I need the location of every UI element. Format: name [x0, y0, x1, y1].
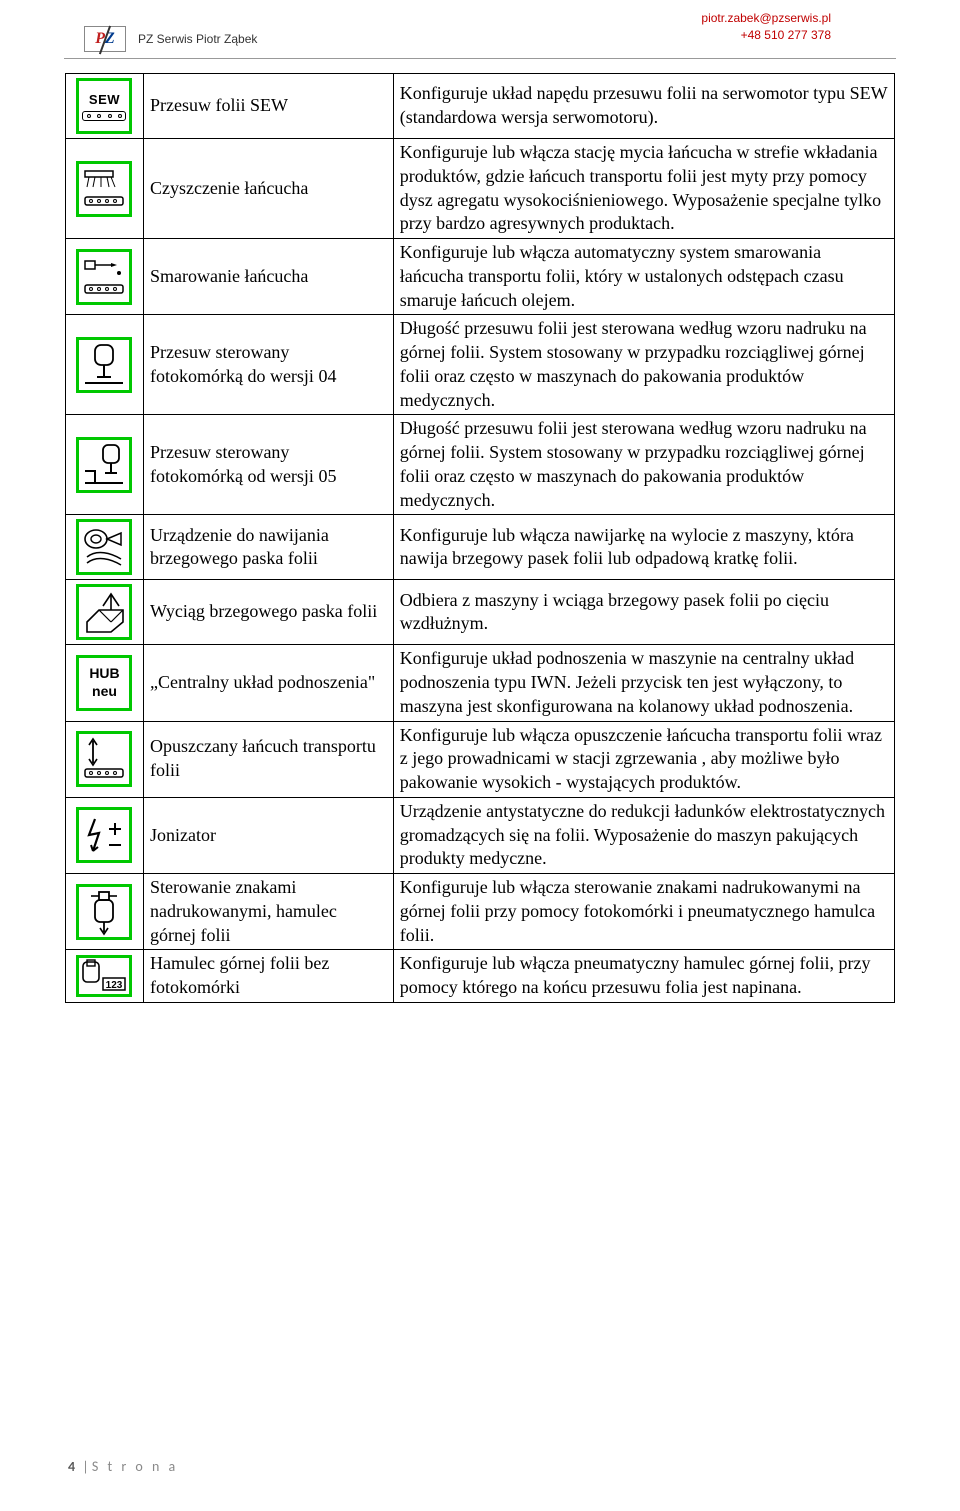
desc-cell: Odbiera z maszyny i wciąga brzegowy pase…	[393, 580, 894, 645]
header-left: P Z PZ Serwis Piotr Ząbek	[84, 10, 257, 52]
desc-cell: Długość przesuwu folii jest sterowana we…	[393, 315, 894, 415]
icon-cell: HUB neu	[66, 645, 144, 721]
brake-no-photocell-icon: 123	[76, 955, 132, 997]
name-cell: Opuszczany łańcuch transportu folii	[143, 721, 393, 797]
logo: P Z	[84, 26, 126, 52]
table-row: Opuszczany łańcuch transportu folii Konf…	[66, 721, 895, 797]
desc-cell: Konfiguruje lub włącza pneumatyczny hamu…	[393, 950, 894, 1003]
table-row: Sterowanie znakami nadrukowanymi, hamule…	[66, 874, 895, 950]
desc-cell: Konfiguruje lub włącza opuszczenie łańcu…	[393, 721, 894, 797]
icon-cell	[66, 139, 144, 239]
icon-cell	[66, 239, 144, 315]
table-row: Jonizator Urządzenie antystatyczne do re…	[66, 797, 895, 873]
name-cell: Smarowanie łańcucha	[143, 239, 393, 315]
icon-cell	[66, 315, 144, 415]
desc-cell: Urządzenie antystatyczne do redukcji ład…	[393, 797, 894, 873]
page-header: P Z PZ Serwis Piotr Ząbek piotr.zabek@pz…	[64, 0, 896, 59]
printmark-brake-icon	[76, 884, 132, 940]
edge-winder-icon	[76, 519, 132, 575]
central-lift-icon: HUB neu	[76, 655, 132, 711]
footer-label: S t r o n a	[92, 1458, 178, 1475]
desc-cell: Konfiguruje lub włącza automatyczny syst…	[393, 239, 894, 315]
name-cell: Przesuw sterowany fotokomórką od wersji …	[143, 415, 393, 515]
icon-cell: SEW	[66, 74, 144, 139]
table-row: SEW Przesuw folii SEW Konfiguruje układ …	[66, 74, 895, 139]
sew-drive-icon: SEW	[76, 78, 132, 134]
ionizer-icon	[76, 807, 132, 863]
footer-sep: |	[82, 1458, 88, 1475]
table-row: Smarowanie łańcucha Konfiguruje lub włąc…	[66, 239, 895, 315]
name-cell: Jonizator	[143, 797, 393, 873]
name-cell: „Centralny układ podnoszenia"	[143, 645, 393, 721]
table-row: HUB neu „Centralny układ podnoszenia" Ko…	[66, 645, 895, 721]
icon-cell	[66, 515, 144, 580]
company-name: PZ Serwis Piotr Ząbek	[138, 32, 257, 46]
desc-cell: Konfiguruje lub włącza nawijarkę na wylo…	[393, 515, 894, 580]
icon-cell	[66, 874, 144, 950]
table-row: Wyciąg brzegowego paska folii Odbiera z …	[66, 580, 895, 645]
table-row: Przesuw sterowany fotokomórką od wersji …	[66, 415, 895, 515]
name-cell: Hamulec górnej folii bez fotokomórki	[143, 950, 393, 1003]
table-row: Przesuw sterowany fotokomórką do wersji …	[66, 315, 895, 415]
photocell-v05-icon	[76, 437, 132, 493]
lower-chain-icon	[76, 731, 132, 787]
table-row: Urządzenie do nawijania brzegowego paska…	[66, 515, 895, 580]
contact-email: piotr.zabek@pzserwis.pl	[701, 10, 831, 27]
svg-text:123: 123	[106, 980, 123, 991]
desc-cell: Konfiguruje układ napędu przesuwu folii …	[393, 74, 894, 139]
desc-cell: Konfiguruje lub włącza sterowanie znakam…	[393, 874, 894, 950]
contact-phone: +48 510 277 378	[701, 27, 831, 44]
page-number: 4	[68, 1458, 75, 1475]
icon-cell	[66, 415, 144, 515]
chain-lube-icon	[76, 249, 132, 305]
table-row: 123 Hamulec górnej folii bez fotokomórki…	[66, 950, 895, 1003]
icon-cell	[66, 797, 144, 873]
name-cell: Wyciąg brzegowego paska folii	[143, 580, 393, 645]
edge-extractor-icon	[76, 584, 132, 640]
desc-cell: Konfiguruje układ podnoszenia w maszynie…	[393, 645, 894, 721]
header-contact: piotr.zabek@pzserwis.pl +48 510 277 378	[701, 10, 831, 44]
icon-cell	[66, 580, 144, 645]
name-cell: Urządzenie do nawijania brzegowego paska…	[143, 515, 393, 580]
name-cell: Czyszczenie łańcucha	[143, 139, 393, 239]
page-footer: 4 | S t r o n a	[68, 1458, 178, 1475]
table-row: Czyszczenie łańcucha Konfiguruje lub włą…	[66, 139, 895, 239]
name-cell: Przesuw sterowany fotokomórką do wersji …	[143, 315, 393, 415]
options-table: SEW Przesuw folii SEW Konfiguruje układ …	[65, 73, 895, 1003]
photocell-v04-icon	[76, 337, 132, 393]
name-cell: Sterowanie znakami nadrukowanymi, hamule…	[143, 874, 393, 950]
desc-cell: Konfiguruje lub włącza stację mycia łańc…	[393, 139, 894, 239]
name-cell: Przesuw folii SEW	[143, 74, 393, 139]
desc-cell: Długość przesuwu folii jest sterowana we…	[393, 415, 894, 515]
icon-cell	[66, 721, 144, 797]
icon-cell: 123	[66, 950, 144, 1003]
chain-clean-icon	[76, 161, 132, 217]
